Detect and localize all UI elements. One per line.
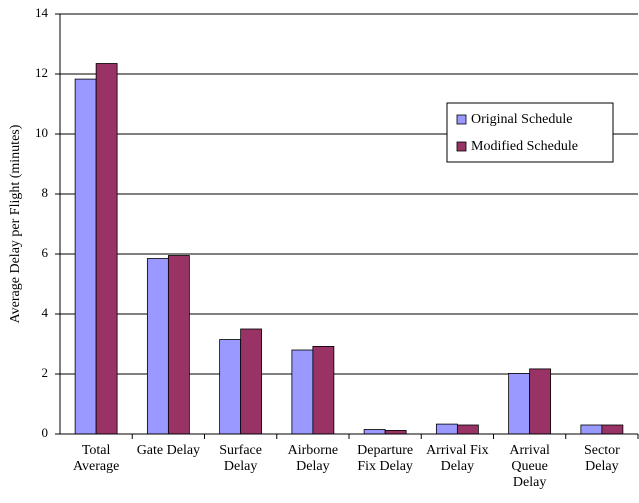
bar bbox=[219, 339, 242, 435]
bar bbox=[146, 258, 169, 435]
legend-swatch bbox=[456, 114, 467, 125]
x-tick-label: Arrival Queue Delay bbox=[509, 443, 550, 490]
bar bbox=[384, 429, 407, 435]
x-tick-label: Sector Delay bbox=[583, 443, 620, 474]
x-tick-label: Airborne Delay bbox=[287, 443, 339, 474]
y-tick-label: 6 bbox=[42, 245, 49, 260]
bar bbox=[456, 424, 479, 435]
y-tick-label: 2 bbox=[42, 365, 49, 380]
y-tick-label: 8 bbox=[42, 185, 49, 200]
bar bbox=[95, 63, 118, 435]
x-tick-label: Gate Delay bbox=[136, 443, 201, 458]
y-tick-label: 10 bbox=[35, 125, 48, 140]
bar bbox=[291, 349, 314, 435]
legend-label: Original Schedule bbox=[471, 112, 572, 127]
x-tick-label: Surface Delay bbox=[219, 443, 262, 474]
y-tick-label: 0 bbox=[42, 425, 49, 440]
y-axis-label: Average Delay per Flight (minutes) bbox=[8, 124, 23, 323]
bar bbox=[74, 78, 97, 435]
bar bbox=[508, 372, 531, 435]
x-tick-label: Departure Fix Delay bbox=[357, 443, 414, 474]
y-tick-label: 4 bbox=[42, 305, 49, 320]
x-tick-label: Arrival Fix Delay bbox=[426, 443, 489, 474]
bar bbox=[580, 424, 603, 435]
bar bbox=[435, 423, 458, 435]
bar bbox=[601, 424, 624, 435]
bar bbox=[363, 429, 386, 435]
legend-label: Modified Schedule bbox=[471, 139, 578, 154]
y-tick-label: 12 bbox=[35, 65, 48, 80]
bar bbox=[167, 255, 190, 435]
bar bbox=[312, 345, 335, 435]
y-tick-label: 14 bbox=[35, 5, 49, 20]
legend-swatch bbox=[456, 141, 467, 152]
bar bbox=[529, 368, 552, 435]
legend-box bbox=[446, 102, 614, 163]
x-tick-label: Total Average bbox=[72, 443, 120, 474]
bar bbox=[240, 328, 263, 435]
